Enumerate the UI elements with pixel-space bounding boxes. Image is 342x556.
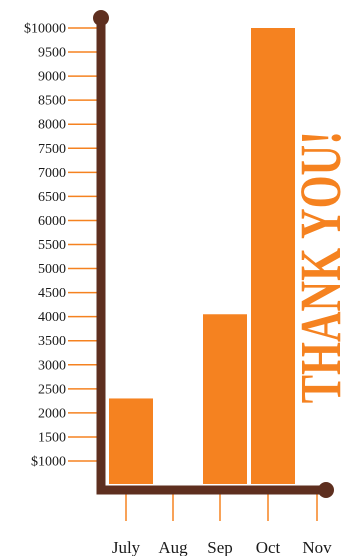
thank-you-text: THANK YOU! [289, 131, 342, 403]
y-tick-label: 2500 [38, 382, 66, 397]
y-tick-label: 3500 [38, 334, 66, 349]
axes [93, 10, 334, 498]
bar-oct [251, 28, 295, 484]
y-tick-label: 9500 [38, 46, 66, 61]
y-tick-label: 4500 [38, 286, 66, 301]
x-tick-label-aug: Aug [158, 538, 188, 556]
x-axis-ticks: July Aug Sep Oct Nov [112, 490, 332, 556]
x-axis-end-dot [318, 482, 334, 498]
y-tick-label: 5000 [38, 262, 66, 277]
bar-july [109, 398, 153, 484]
y-tick-label: $1000 [31, 455, 66, 470]
x-tick-label-sep: Sep [207, 538, 233, 556]
y-tick-label: 3000 [38, 358, 66, 373]
y-tick-label: 4000 [38, 310, 66, 325]
y-tick-label: 8500 [38, 94, 66, 109]
bars [109, 28, 295, 484]
y-tick-label: 8000 [38, 118, 66, 133]
y-tick-label: 6500 [38, 190, 66, 205]
y-tick-label: 7000 [38, 166, 66, 181]
x-tick-label-nov: Nov [302, 538, 332, 556]
y-tick-label: 7500 [38, 142, 66, 157]
y-tick-label: 9000 [38, 70, 66, 85]
y-tick-label: 6000 [38, 214, 66, 229]
y-tick-label: 1500 [38, 430, 66, 445]
y-tick-label: $10000 [24, 22, 66, 37]
y-axis-ticks: $10000 9500 9000 8500 8000 7500 7000 6500 6000 55… [24, 22, 101, 470]
x-tick-label-july: July [112, 538, 141, 556]
x-tick-label-oct: Oct [256, 538, 281, 556]
y-tick-label: 5500 [38, 238, 66, 253]
y-tick-label: 2000 [38, 406, 66, 421]
y-axis-end-dot [93, 10, 109, 26]
bar-sep [203, 314, 247, 484]
